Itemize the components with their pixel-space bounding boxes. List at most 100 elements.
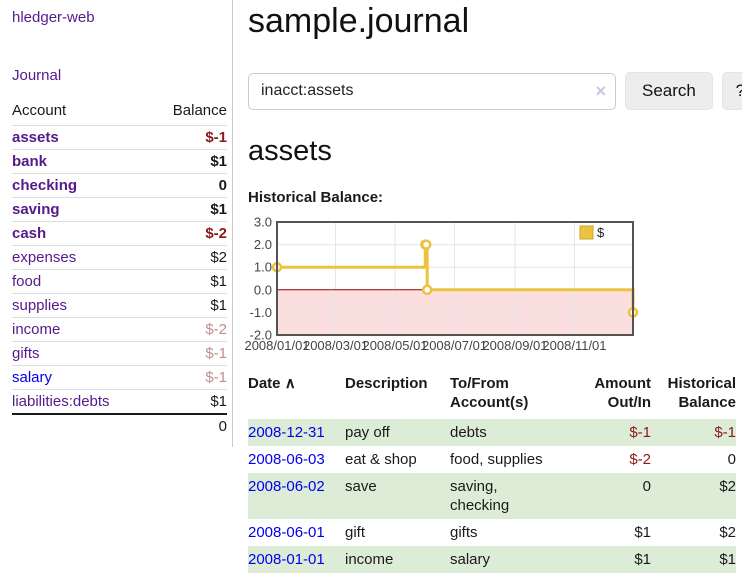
account-link[interactable]: saving [12, 201, 60, 218]
transaction-accounts: saving, checking [450, 478, 510, 514]
transaction-date-link[interactable]: 2008-12-31 [248, 424, 325, 441]
register-header-row: Date ∧ Description To/From Account(s) Am… [248, 372, 736, 419]
sidebar: hledger-web Journal Account Balance asse… [0, 0, 233, 447]
account-row: supplies $1 [12, 293, 227, 318]
accounts-header-row: Account Balance [12, 100, 227, 126]
transaction-description: pay off [345, 424, 390, 441]
account-row: expenses $2 [12, 245, 227, 270]
account-balance: $2 [150, 245, 227, 270]
account-link[interactable]: liabilities:debts [12, 393, 110, 410]
transaction-date-link[interactable]: 2008-06-03 [248, 451, 325, 468]
account-heading: assets [248, 135, 332, 167]
transaction-accounts: salary [450, 551, 491, 568]
transaction-balance: $-1 [714, 424, 736, 441]
register-header-date[interactable]: Date ∧ [248, 375, 296, 392]
account-link[interactable]: bank [12, 153, 48, 170]
register-row: 2008-06-03 eat & shop food, supplies $-2 0 [248, 446, 736, 473]
sort-ascending-icon[interactable]: ∧ [284, 375, 296, 392]
transaction-date-link[interactable]: 2008-06-02 [248, 478, 325, 495]
page-title: sample.journal [248, 2, 470, 40]
transaction-amount: $1 [634, 551, 651, 568]
accounts-header-balance: Balance [172, 102, 227, 119]
clear-search-icon[interactable]: × [595, 80, 606, 101]
transaction-balance: $1 [719, 551, 736, 568]
accounts-header-account: Account [12, 102, 67, 119]
transaction-accounts: debts [450, 424, 487, 441]
register-header-description: Description [345, 375, 428, 392]
account-balance: $-1 [150, 125, 227, 150]
main-content: sample.journal × Search ? assets Histori… [233, 0, 742, 573]
chart-y-tick-label: 0.0 [254, 282, 272, 297]
register-row: 2008-01-01 income salary $1 $1 [248, 546, 736, 573]
register-row: 2008-06-01 gift gifts $1 $2 [248, 519, 736, 546]
chart-x-tick-label: 2008/07/01 [422, 338, 487, 353]
chart-y-tick-label: -2.0 [250, 328, 272, 343]
account-row: food $1 [12, 269, 227, 294]
account-link[interactable]: cash [12, 225, 47, 242]
chart-legend-swatch [579, 225, 594, 240]
transaction-amount: 0 [642, 478, 651, 495]
chart-x-tick-label: 2008/05/01 [362, 338, 427, 353]
chart-title: Historical Balance: [248, 189, 384, 206]
account-link[interactable]: checking [12, 177, 78, 194]
chart-y-tick-label: 2.0 [254, 237, 272, 252]
transaction-description: eat & shop [345, 451, 417, 468]
account-link[interactable]: gifts [12, 345, 40, 362]
account-link[interactable]: assets [12, 129, 59, 146]
account-balance: $1 [150, 269, 227, 294]
sidebar-item-journal[interactable]: Journal [12, 67, 62, 84]
transaction-accounts: food, supplies [450, 451, 543, 468]
register-row: 2008-12-31 pay off debts $-1 $-1 [248, 419, 736, 446]
chart-y-tick-label: -1.0 [250, 305, 272, 320]
chart-legend-label: $ [597, 225, 605, 240]
search-bar: × Search ? [248, 72, 742, 110]
search-input[interactable] [248, 72, 616, 110]
transaction-amount: $1 [634, 524, 651, 541]
account-link[interactable]: salary [12, 369, 53, 386]
account-link[interactable]: income [12, 321, 61, 338]
account-row: salary $-1 [12, 365, 227, 390]
register-header-accounts: To/From Account(s) [450, 375, 529, 411]
transaction-description: save [345, 478, 377, 495]
account-balance: $-1 [150, 365, 227, 390]
account-link[interactable]: supplies [12, 297, 68, 314]
chart-border [276, 221, 634, 336]
register-row: 2008-06-02 save saving, checking 0 $2 [248, 473, 736, 519]
accounts-table: Account Balance assets $-1 bank $1 checking 0… [12, 100, 227, 438]
account-row: gifts $-1 [12, 341, 227, 366]
account-row: bank $1 [12, 149, 227, 174]
account-balance: $1 [150, 149, 227, 174]
account-link[interactable]: food [12, 273, 42, 290]
account-row: liabilities:debts $1 [12, 389, 227, 414]
account-balance: 0 [150, 173, 227, 198]
chart-y-tick-label: 3.0 [254, 215, 272, 230]
transaction-date-link[interactable]: 2008-01-01 [248, 551, 325, 568]
account-balance: $-2 [150, 317, 227, 342]
chart-point-marker[interactable] [420, 239, 432, 250]
register-header-balance: Historical Balance [667, 375, 736, 411]
register-table: Date ∧ Description To/From Account(s) Am… [248, 372, 736, 573]
accounts-total-value: 0 [150, 413, 227, 438]
account-balance: $1 [150, 389, 227, 414]
transaction-date-link[interactable]: 2008-06-01 [248, 524, 325, 541]
chart-x-tick-label: 2008/03/01 [303, 338, 368, 353]
account-row: assets $-1 [12, 125, 227, 150]
account-balance: $-1 [150, 341, 227, 366]
chart-point-marker[interactable] [421, 284, 433, 296]
transaction-balance: $2 [719, 524, 736, 541]
app-brand[interactable]: hledger-web [12, 9, 95, 26]
account-link[interactable]: expenses [12, 249, 77, 266]
chart-x-tick-label: 2008/01/01 [244, 338, 309, 353]
account-row: saving $1 [12, 197, 227, 222]
accounts-total-spacer [12, 413, 151, 438]
historical-balance-chart: $3.0 2.0 1.0 0.0 -1.0 -2.0 2008/01/01 2008/03/0… [244, 215, 742, 357]
account-balance: $-2 [150, 221, 227, 246]
search-button[interactable]: Search [625, 72, 713, 110]
accounts-total-row: 0 [12, 413, 227, 438]
transaction-amount: $-2 [629, 451, 651, 468]
transaction-amount: $-1 [629, 424, 651, 441]
transaction-balance: 0 [727, 451, 736, 468]
transaction-description: gift [345, 524, 366, 541]
chart-x-tick-label: 2008/09/01 [482, 338, 547, 353]
help-button[interactable]: ? [721, 72, 742, 110]
